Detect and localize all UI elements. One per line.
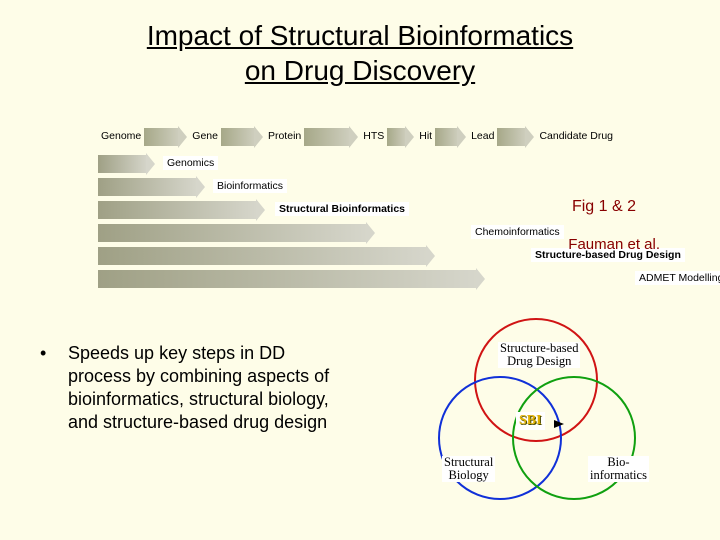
- venn-label: StructuralBiology: [442, 456, 495, 482]
- arrow-icon: [98, 178, 198, 196]
- pipeline-diagram: GenomeGeneProteinHTSHitLeadCandidate Dru…: [98, 128, 578, 308]
- arrow-icon: [387, 128, 407, 146]
- pipeline-stage: Lead: [468, 130, 497, 142]
- figure-reference: Fig 1 & 2: [572, 198, 636, 216]
- discipline-label: Chemoinformatics: [471, 225, 564, 239]
- bullet-marker-icon: •: [40, 342, 46, 365]
- venn-label: Bio-informatics: [588, 456, 649, 482]
- pipeline-stage: Protein: [265, 130, 304, 142]
- title-line-2: on Drug Discovery: [245, 55, 475, 86]
- title-line-1: Impact of Structural Bioinformatics: [147, 20, 573, 51]
- arrow-icon: [144, 128, 180, 146]
- venn-label: Structure-basedDrug Design: [498, 342, 580, 368]
- discipline-label: Structural Bioinformatics: [275, 202, 409, 216]
- bullet-point: • Speeds up key steps in DD process by c…: [42, 342, 352, 434]
- arrow-icon: [497, 128, 527, 146]
- discipline-row: ADMET Modelling: [98, 270, 720, 288]
- bullet-text: Speeds up key steps in DD process by com…: [42, 342, 352, 434]
- discipline-row: Bioinformatics: [98, 178, 287, 196]
- arrow-icon: [98, 224, 368, 242]
- discipline-row: Chemoinformatics: [98, 224, 564, 242]
- arrow-icon: [435, 128, 459, 146]
- arrow-icon: [98, 270, 478, 288]
- venn-diagram: Structure-basedDrug Design StructuralBiol…: [408, 320, 668, 520]
- discipline-row: Genomics: [98, 155, 218, 173]
- venn-center-label: SBI: [516, 412, 545, 430]
- pipeline-stage: Gene: [189, 130, 221, 142]
- arrow-icon: [554, 420, 564, 428]
- pipeline-stage: HTS: [360, 130, 387, 142]
- pipeline-stage: Hit: [416, 130, 435, 142]
- arrow-icon: [98, 155, 148, 173]
- page-title: Impact of Structural Bioinformatics on D…: [0, 0, 720, 88]
- arrow-icon: [221, 128, 256, 146]
- pipeline-stage: Genome: [98, 130, 144, 142]
- arrow-icon: [98, 247, 428, 265]
- arrow-icon: [304, 128, 351, 146]
- discipline-label: Genomics: [163, 156, 218, 170]
- arrow-icon: [98, 201, 258, 219]
- discipline-label: ADMET Modelling: [635, 271, 720, 285]
- citation: Fauman et al.: [568, 236, 660, 253]
- discipline-label: Bioinformatics: [213, 179, 287, 193]
- discipline-row: Structural Bioinformatics: [98, 201, 409, 219]
- pipeline-stage: Candidate Drug: [536, 130, 616, 142]
- pipeline-stages-row: Genome Gene Protein HTS Hit Lead Candidate Dru…: [98, 128, 616, 146]
